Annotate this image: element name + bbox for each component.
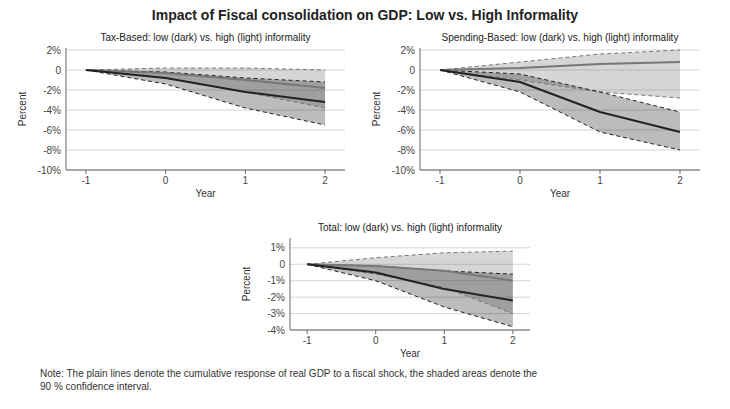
x-tick (85, 170, 86, 174)
grid-line (66, 170, 345, 171)
y-axis-label: Percent (17, 92, 28, 127)
y-tick-label: 2% (47, 45, 62, 56)
y-tick-label: 1% (271, 242, 286, 253)
x-tick-label: -1 (81, 175, 90, 186)
band-edge (86, 70, 325, 108)
x-tick-label: -1 (303, 335, 312, 346)
band-edge (307, 251, 513, 264)
x-tick (440, 170, 441, 174)
y-tick-label: -3% (267, 308, 285, 319)
y-tick-label: -4% (397, 105, 415, 116)
x-axis-label: Year (400, 348, 421, 359)
y-tick-label: 0 (55, 65, 61, 76)
x-axis-line (290, 330, 530, 331)
x-tick-label: 0 (517, 175, 523, 186)
x-tick (520, 170, 521, 174)
title: Impact of Fiscal consolidation on GDP: L… (152, 7, 578, 23)
panel-title: Total: low (dark) vs. high (light) infor… (318, 222, 502, 233)
grid-line (290, 330, 530, 331)
x-tick (245, 170, 246, 174)
panel: 2% 0 -2% -4% -6% -8% -10% -1 0 1 2 Tax-Based: low (… (17, 32, 345, 199)
y-axis-line (420, 48, 421, 170)
x-tick (680, 170, 681, 174)
x-tick-label: -1 (436, 175, 445, 186)
y-axis-line (290, 238, 291, 330)
y-tick-label: -2% (397, 85, 415, 96)
panel-title: Spending-Based: low (dark) vs. high (lig… (442, 32, 679, 43)
confidence-band (440, 70, 680, 150)
x-tick-label: 1 (597, 175, 603, 186)
y-tick-label: -10% (38, 165, 61, 176)
y-tick-label: -2% (267, 292, 285, 303)
x-tick (600, 170, 601, 174)
x-tick-label: 0 (163, 175, 169, 186)
band-edge (86, 68, 325, 70)
response-line (86, 70, 325, 102)
y-tick-label: -6% (43, 125, 61, 136)
x-tick (307, 330, 308, 334)
response-line (307, 264, 513, 280)
grid-line (66, 130, 345, 131)
y-tick-label: 0 (409, 65, 415, 76)
grid-line (420, 150, 700, 151)
x-tick-label: 0 (373, 335, 379, 346)
x-tick (325, 170, 326, 174)
band-edge (440, 70, 680, 98)
panel-title: Tax-Based: low (dark) vs. high (light) i… (100, 32, 310, 43)
plot-area (307, 251, 513, 327)
x-tick (375, 330, 376, 334)
y-axis-label: Percent (241, 267, 252, 302)
y-tick-label: -4% (267, 325, 285, 336)
y-tick-label: -10% (392, 165, 415, 176)
panel: 1% 0 -1% -2% -3% -4% -1 0 1 2 Total: low (dark) vs… (241, 222, 530, 359)
y-tick-label: -1% (267, 275, 285, 286)
grid-line (66, 50, 345, 51)
x-axis-line (66, 170, 345, 171)
y-tick-label: -2% (43, 85, 61, 96)
y-tick-label: -6% (397, 125, 415, 136)
plot-area (440, 50, 680, 150)
y-tick-label: -8% (43, 145, 61, 156)
y-tick-label: 2% (401, 45, 416, 56)
y-tick-label: -8% (397, 145, 415, 156)
note-line: Note: The plain lines denote the cumulat… (40, 368, 538, 379)
x-tick-label: 1 (442, 335, 448, 346)
note: Note: The plain lines denote the cumulat… (40, 368, 538, 392)
plot-area (86, 68, 325, 125)
band-edge (307, 264, 513, 326)
confidence-band (307, 264, 513, 326)
grid-line (290, 247, 530, 248)
x-tick-label: 2 (677, 175, 683, 186)
response-line (440, 62, 680, 70)
note-line: 90 % confidence interval. (40, 381, 152, 392)
x-tick (512, 330, 513, 334)
y-axis-label: Percent (371, 92, 382, 127)
x-tick-label: 2 (322, 175, 328, 186)
x-tick (444, 330, 445, 334)
grid-line (420, 170, 700, 171)
band-edge (440, 70, 680, 150)
band-edge (86, 70, 325, 125)
chart: Impact of Fiscal consolidation on GDP: L… (0, 0, 730, 409)
confidence-band (86, 70, 325, 125)
band-edge (440, 50, 680, 70)
panel: 2% 0 -2% -4% -6% -8% -10% -1 0 1 2 Spending-Based: … (371, 32, 700, 199)
x-axis-line (420, 170, 700, 171)
grid-line (66, 150, 345, 151)
response-line (440, 70, 680, 132)
x-tick-label: 2 (510, 335, 516, 346)
grid-line (420, 50, 700, 51)
y-tick-label: -4% (43, 105, 61, 116)
response-line (307, 264, 513, 300)
x-tick-label: 1 (243, 175, 249, 186)
x-tick (165, 170, 166, 174)
y-tick-label: 0 (279, 259, 285, 270)
x-axis-label: Year (195, 188, 216, 199)
x-axis-label: Year (550, 188, 571, 199)
y-axis-line (66, 48, 67, 170)
